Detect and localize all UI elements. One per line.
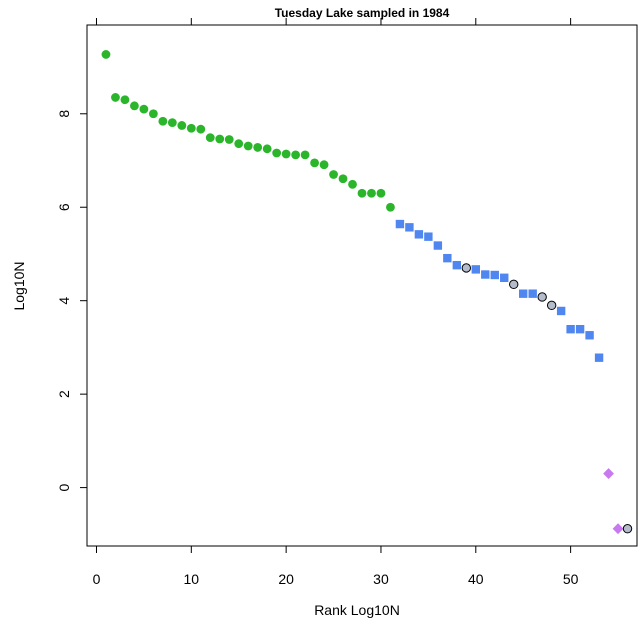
data-point [291, 150, 301, 160]
data-point [575, 324, 585, 334]
data-point [556, 306, 566, 316]
data-point [243, 141, 253, 151]
data-point [424, 232, 433, 241]
data-point [481, 270, 490, 279]
data-point [622, 524, 633, 534]
plot-frame [86, 24, 638, 547]
data-point [395, 219, 405, 229]
y-tick-label: 8 [56, 110, 72, 118]
data-point [215, 134, 225, 144]
x-axis: 0 10 20 30 40 50 [93, 546, 579, 587]
data-point [519, 289, 528, 298]
data-point [461, 263, 472, 273]
data-point [546, 300, 557, 311]
y-tick-label: 2 [56, 390, 72, 398]
data-point [443, 253, 452, 263]
data-point [585, 331, 594, 340]
data-point [139, 104, 149, 114]
data-point [253, 143, 263, 152]
data-point [310, 158, 319, 168]
data-point [205, 133, 215, 143]
x-tick-label: 10 [184, 571, 200, 587]
data-points [101, 50, 633, 535]
data-point [224, 135, 234, 144]
data-point [414, 230, 424, 239]
x-axis-label: Rank Log10N [314, 602, 400, 618]
data-point [452, 260, 462, 270]
data-point [319, 160, 329, 170]
data-point [130, 101, 139, 111]
data-point [167, 118, 177, 128]
data-point [594, 353, 604, 362]
data-point [300, 150, 310, 160]
y-tick-label: 6 [56, 203, 72, 211]
y-axis: 0 2 4 6 8 [56, 110, 87, 491]
x-tick-label: 0 [93, 571, 101, 587]
data-point [500, 273, 509, 282]
y-tick-label: 0 [56, 483, 72, 491]
x-tick-label: 30 [373, 571, 389, 587]
data-point [537, 292, 547, 302]
y-axis-label: Log10N [11, 261, 27, 310]
data-point [405, 223, 414, 232]
data-point [262, 144, 272, 154]
data-point [528, 289, 537, 298]
y-tick-label: 4 [56, 297, 72, 305]
data-point [186, 123, 196, 133]
data-point [376, 188, 386, 198]
data-point [281, 149, 291, 159]
data-point [177, 121, 187, 130]
data-point [234, 139, 244, 149]
data-point [196, 124, 206, 134]
data-point [471, 265, 480, 274]
data-point [148, 109, 158, 119]
data-point [433, 241, 443, 250]
data-point [490, 270, 499, 280]
data-point [120, 95, 130, 105]
data-point [386, 202, 395, 212]
data-point [101, 50, 111, 59]
data-point [566, 324, 575, 334]
data-point [111, 93, 120, 102]
x-tick-label: 50 [563, 571, 579, 587]
data-point [348, 179, 357, 189]
data-point [612, 523, 624, 535]
x-tick-label: 40 [468, 571, 484, 587]
chart-title: Tuesday Lake sampled in 1984 [275, 6, 450, 20]
data-point [272, 148, 282, 158]
data-point [329, 170, 338, 179]
x-tick-label: 20 [278, 571, 294, 587]
data-point [158, 116, 168, 126]
data-point [509, 279, 519, 290]
data-point [338, 174, 348, 184]
data-point [603, 468, 614, 479]
data-point [357, 188, 367, 198]
top-axis-ticks [95, 18, 572, 25]
data-point [367, 188, 376, 198]
